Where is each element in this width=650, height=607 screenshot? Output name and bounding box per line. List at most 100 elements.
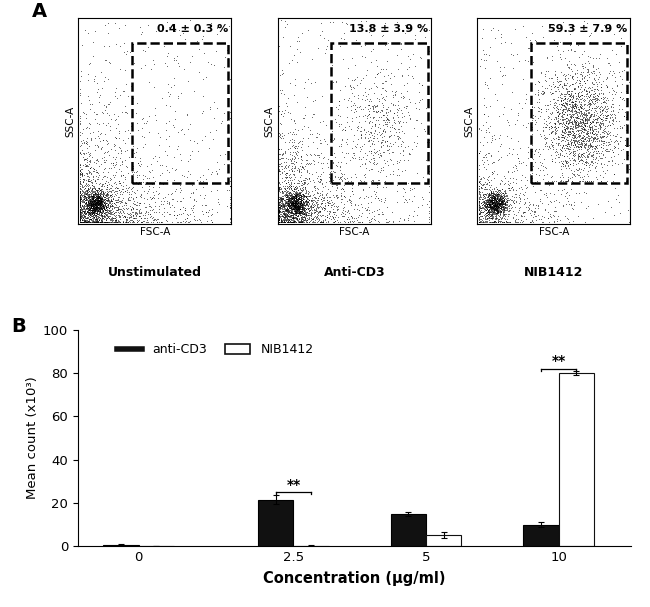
Point [287, 204, 297, 214]
Point [567, 97, 578, 107]
Point [382, 156, 392, 166]
Point [485, 204, 495, 214]
Point [282, 205, 293, 215]
Point [98, 188, 108, 198]
Point [490, 200, 501, 209]
Point [84, 192, 95, 202]
Point [315, 189, 325, 198]
Point [564, 89, 574, 99]
Point [488, 200, 498, 210]
Point [547, 141, 557, 151]
Point [382, 115, 392, 124]
Point [83, 189, 93, 198]
Point [315, 217, 325, 227]
Point [371, 187, 382, 197]
Point [93, 194, 103, 203]
Point [88, 203, 98, 213]
Point [603, 157, 614, 166]
Point [382, 56, 392, 66]
Point [380, 137, 390, 146]
Point [291, 191, 301, 200]
Point [578, 72, 589, 82]
Point [211, 125, 222, 135]
Point [411, 103, 421, 113]
Point [592, 115, 603, 124]
Point [424, 160, 435, 170]
Point [318, 215, 328, 225]
Point [476, 182, 486, 192]
Point [77, 214, 87, 223]
Point [489, 217, 499, 227]
Point [197, 200, 207, 210]
Point [86, 202, 96, 211]
Point [296, 136, 307, 146]
Point [330, 77, 341, 87]
Point [571, 116, 582, 126]
Point [90, 203, 100, 212]
Point [290, 191, 300, 201]
Point [92, 194, 103, 204]
Point [323, 185, 333, 194]
Point [284, 217, 294, 227]
Point [402, 64, 412, 74]
Point [283, 211, 294, 221]
Point [613, 159, 623, 169]
Point [596, 160, 606, 169]
Point [101, 203, 112, 212]
Point [510, 202, 521, 212]
Point [91, 197, 101, 207]
Point [290, 208, 300, 217]
Point [402, 215, 413, 225]
Point [292, 204, 303, 214]
Point [580, 157, 590, 167]
Point [318, 152, 329, 162]
Point [558, 83, 569, 93]
Point [79, 170, 89, 180]
Point [304, 195, 314, 205]
Point [576, 149, 586, 159]
Point [567, 146, 578, 155]
Point [500, 70, 510, 80]
Point [502, 195, 512, 205]
Point [499, 192, 510, 202]
Point [77, 211, 88, 221]
Point [291, 213, 301, 223]
Point [296, 198, 306, 208]
Point [360, 110, 370, 120]
Point [124, 212, 134, 222]
Point [77, 210, 87, 220]
Point [280, 186, 291, 195]
Point [90, 195, 100, 205]
Point [292, 193, 303, 203]
Point [118, 217, 128, 226]
Point [280, 148, 290, 158]
Point [99, 187, 110, 197]
Point [574, 78, 584, 87]
Point [148, 153, 158, 163]
Point [556, 126, 567, 136]
Point [83, 199, 94, 209]
Point [497, 192, 508, 202]
Point [285, 200, 295, 210]
Point [284, 201, 294, 211]
Point [362, 104, 372, 114]
Point [84, 198, 94, 208]
Point [92, 174, 103, 184]
Point [274, 203, 284, 212]
Point [74, 198, 85, 208]
Point [105, 217, 116, 227]
Point [225, 176, 235, 186]
Point [291, 202, 302, 212]
Point [489, 192, 499, 202]
Point [295, 201, 306, 211]
Point [479, 101, 489, 110]
Point [567, 140, 578, 150]
Point [527, 153, 538, 163]
Point [285, 183, 296, 193]
Point [74, 191, 85, 201]
Point [301, 197, 311, 207]
Point [479, 202, 489, 211]
Point [474, 191, 485, 201]
Point [294, 217, 304, 226]
Point [493, 192, 503, 202]
